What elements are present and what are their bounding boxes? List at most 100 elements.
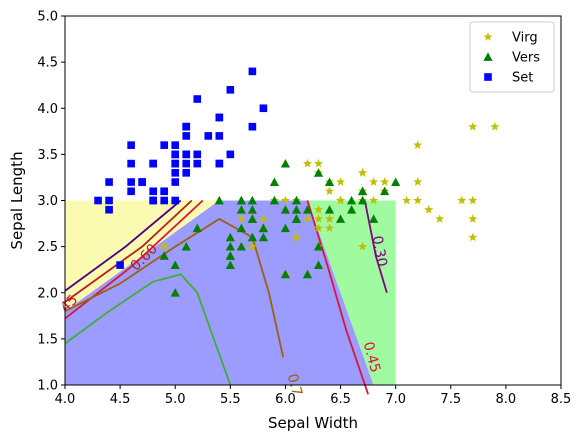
contour-line-5 [64, 217, 285, 358]
point-vers-39 [225, 242, 235, 251]
point-vers-37 [313, 260, 324, 269]
legend-label-set: Set [512, 71, 533, 86]
point-set-33 [226, 86, 235, 94]
legend-label-virg: Virg [512, 31, 538, 46]
point-set-4 [171, 141, 180, 149]
point-vers-43 [170, 260, 180, 269]
point-vers-38 [236, 195, 246, 205]
y-tick-label-1: 1.5 [37, 332, 58, 347]
point-vers-27 [358, 195, 368, 205]
point-vers-47 [302, 205, 313, 214]
point-virg-17 [468, 232, 478, 242]
contour-line-6 [64, 273, 232, 386]
point-virg-34 [468, 195, 478, 205]
point-vers-48 [181, 242, 191, 251]
point-set-30 [149, 187, 157, 196]
point-vers-34 [214, 195, 224, 205]
point-set-10 [215, 132, 224, 140]
x-tick-label-4: 6.0 [275, 392, 296, 407]
point-virg-30 [490, 121, 500, 131]
y-tick-label-2: 2.0 [37, 286, 58, 301]
contour-line-1 [306, 200, 369, 395]
point-vers-9 [192, 223, 202, 233]
point-vers-26 [369, 214, 379, 223]
contour-line-2 [64, 199, 204, 320]
contour-label-1: 0.45 [360, 340, 384, 374]
data-points [94, 67, 500, 297]
point-vers-8 [346, 205, 357, 214]
point-vers-41 [291, 195, 302, 205]
point-virg-48 [159, 241, 169, 251]
point-vers-4 [335, 214, 346, 223]
point-virg-16 [468, 121, 478, 131]
point-set-38 [105, 196, 113, 205]
point-virg-9 [335, 177, 346, 186]
point-virg-28 [413, 195, 423, 205]
point-set-29 [138, 178, 146, 186]
y-axis-label: Sepal Length [8, 151, 26, 249]
x-axis-ticks: 4.0 4.5 5.0 5.5 6.0 6.5 7.0 7.5 8.0 8.5 [55, 385, 571, 407]
contour-line-0 [363, 200, 388, 294]
point-virg-6 [424, 204, 434, 214]
point-virg-22 [313, 223, 324, 233]
point-set-37 [160, 141, 168, 149]
point-set-42 [105, 178, 113, 186]
point-vers-24 [324, 205, 335, 214]
point-virg-42 [358, 168, 368, 177]
point-virg-20 [236, 214, 246, 223]
point-set-46 [182, 122, 191, 131]
point-virg-13 [258, 214, 268, 223]
y-tick-label-6: 4.0 [37, 102, 58, 117]
region-vers [65, 200, 374, 385]
point-set-15 [248, 67, 257, 76]
point-vers-6 [313, 168, 324, 177]
point-vers-28 [280, 205, 291, 214]
y-tick-label-8: 5.0 [37, 10, 58, 25]
point-vers-1 [324, 177, 335, 186]
point-vers-44 [236, 223, 246, 233]
point-virg-45 [335, 195, 346, 205]
point-set-35 [171, 178, 180, 186]
point-virg-41 [369, 177, 379, 186]
point-vers-18 [302, 269, 313, 279]
x-tick-label-8: 8.0 [496, 392, 517, 407]
point-vers-25 [346, 195, 357, 205]
y-axis-ticks: 1.0 1.5 2.0 2.5 3.0 3.5 4.0 4.5 5.0 [37, 10, 65, 394]
point-virg-8 [413, 140, 423, 150]
point-set-41 [116, 261, 124, 269]
point-virg-11 [369, 195, 379, 205]
point-set-17 [182, 150, 191, 159]
point-set-32 [193, 95, 202, 103]
point-set-25 [171, 196, 180, 205]
point-virg-32 [313, 214, 324, 223]
x-tick-label-3: 5.5 [220, 392, 241, 407]
point-set-6 [127, 159, 135, 168]
point-virg-35 [313, 158, 324, 168]
point-set-47 [127, 178, 135, 186]
point-vers-45 [247, 195, 257, 205]
point-set-39 [182, 159, 191, 168]
point-set-21 [182, 132, 191, 140]
point-set-48 [204, 132, 213, 140]
point-virg-7 [358, 241, 368, 251]
point-vers-36 [358, 186, 368, 196]
x-tick-label-0: 4.0 [55, 392, 76, 407]
point-set-22 [127, 141, 135, 149]
point-vers-7 [159, 251, 169, 260]
point-set-27 [193, 150, 202, 159]
contour-line-4 [64, 199, 182, 292]
point-vers-29 [247, 232, 257, 242]
point-set-18 [248, 122, 257, 131]
x-tick-label-2: 5.0 [165, 392, 186, 407]
point-vers-20 [269, 177, 280, 186]
point-vers-46 [247, 205, 257, 214]
y-tick-label-7: 4.5 [37, 56, 58, 71]
point-vers-2 [380, 186, 390, 196]
point-virg-21 [468, 214, 478, 223]
y-tick-label-4: 3.0 [37, 194, 58, 209]
x-axis-label: Sepal Width [268, 414, 358, 432]
point-virg-12 [247, 241, 257, 251]
point-virg-24 [413, 177, 423, 186]
legend-marker-vers [483, 52, 493, 61]
